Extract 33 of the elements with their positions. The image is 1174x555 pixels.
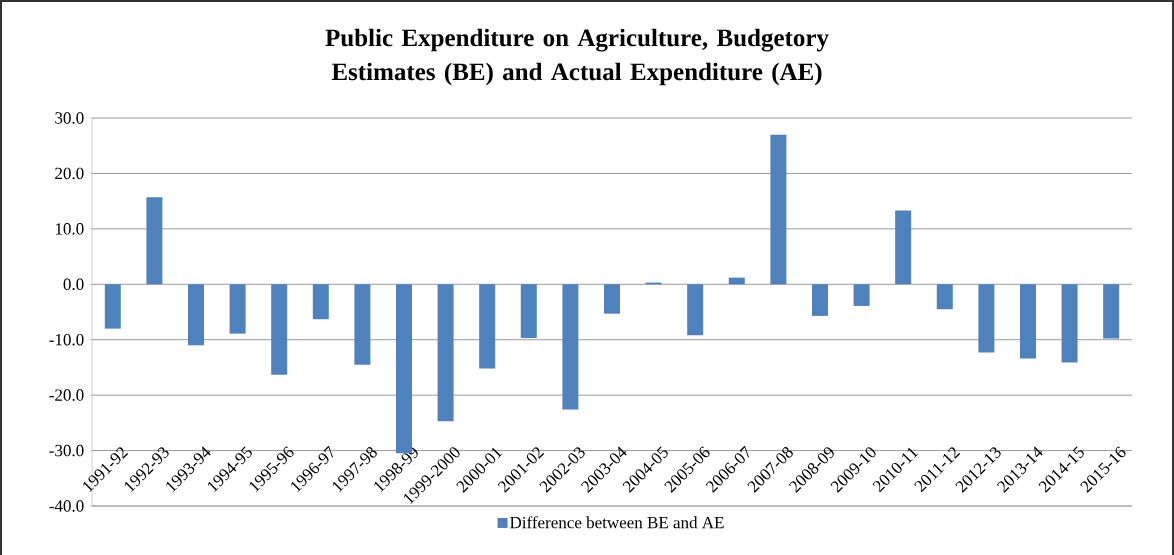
bar — [354, 284, 371, 365]
y-tick-label: 30.0 — [55, 112, 84, 124]
bar — [603, 284, 620, 314]
bar — [479, 284, 496, 369]
legend-label: Difference between BE and AE — [510, 516, 724, 529]
bar — [146, 197, 163, 285]
bar — [936, 284, 953, 310]
y-tick-label: -10.0 — [49, 333, 84, 346]
bar — [687, 284, 704, 336]
y-tick-label: -30.0 — [49, 444, 84, 457]
bar — [104, 284, 121, 329]
y-tick-label: 0.0 — [63, 278, 84, 291]
bar — [1019, 284, 1036, 359]
bar — [520, 284, 537, 339]
y-tick-label: 10.0 — [55, 223, 84, 235]
bar — [728, 277, 745, 285]
bar — [562, 284, 579, 410]
bar — [770, 134, 787, 285]
bar — [1103, 284, 1120, 339]
bar — [978, 284, 995, 353]
bar — [1061, 284, 1078, 363]
bar — [188, 284, 204, 346]
y-tick-label: 20.0 — [55, 167, 84, 180]
bar — [437, 284, 454, 422]
bar — [312, 284, 329, 320]
y-tick-label: -40.0 — [49, 500, 84, 512]
bar — [853, 284, 870, 306]
y-tick-label: -20.0 — [49, 389, 84, 401]
bar — [895, 210, 912, 285]
chart-title: Public Expenditure on Agriculture, Budgetory Estimates (BE) and Actual Expenditure (AE) — [325, 28, 829, 86]
bar — [811, 284, 828, 316]
bar — [229, 284, 246, 334]
bar — [271, 284, 288, 375]
